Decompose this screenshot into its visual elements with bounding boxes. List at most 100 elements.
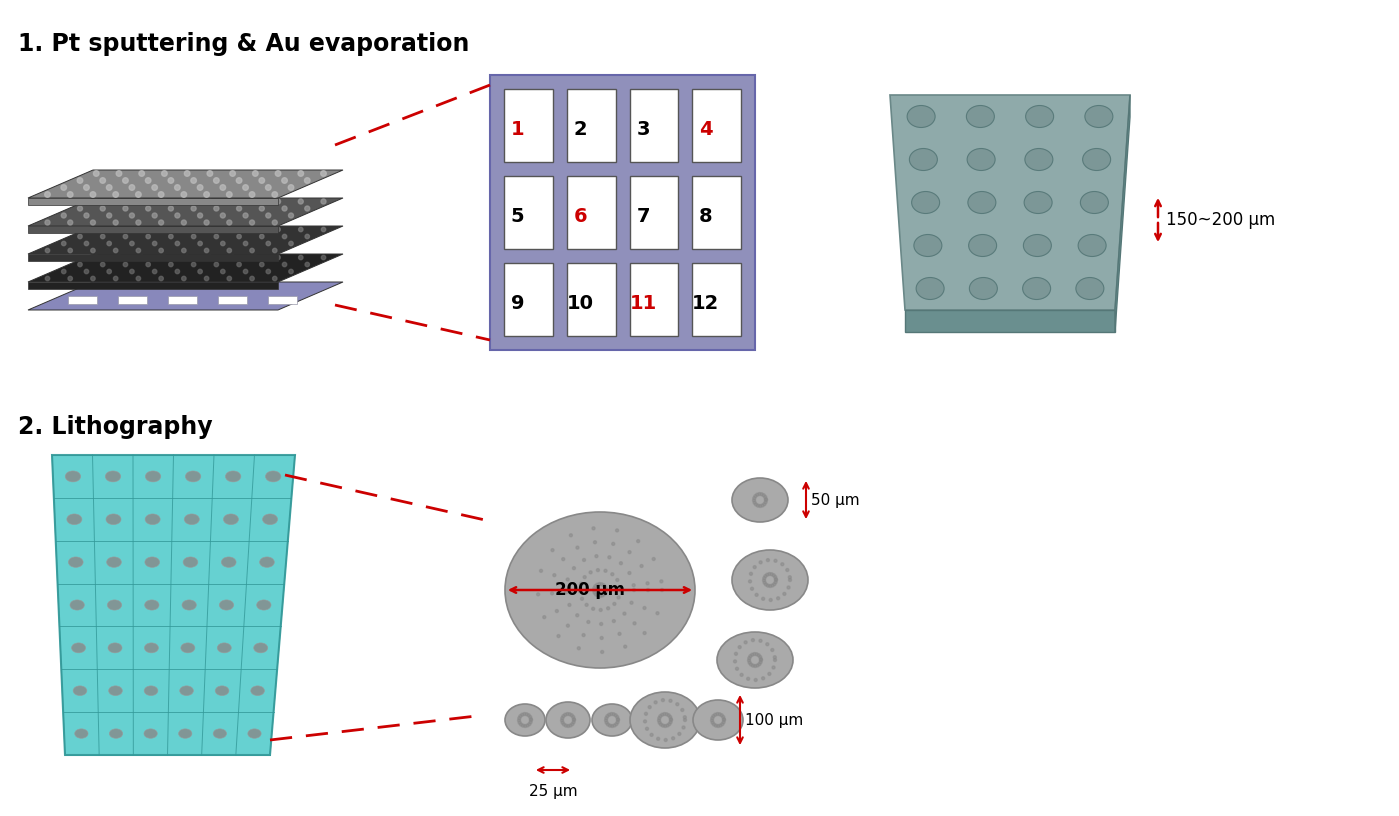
Circle shape bbox=[771, 584, 774, 587]
Circle shape bbox=[78, 262, 83, 267]
Circle shape bbox=[644, 606, 646, 610]
Circle shape bbox=[597, 583, 602, 586]
Circle shape bbox=[136, 192, 141, 197]
Circle shape bbox=[529, 719, 533, 721]
Circle shape bbox=[572, 717, 575, 721]
Circle shape bbox=[136, 277, 140, 281]
Circle shape bbox=[722, 717, 726, 721]
Circle shape bbox=[320, 171, 326, 176]
Bar bbox=[630, 89, 679, 162]
Circle shape bbox=[152, 213, 157, 218]
Circle shape bbox=[139, 171, 144, 176]
Circle shape bbox=[595, 555, 597, 557]
Circle shape bbox=[592, 527, 595, 530]
Circle shape bbox=[320, 199, 326, 204]
Circle shape bbox=[722, 719, 726, 721]
Circle shape bbox=[663, 712, 666, 716]
Text: 8: 8 bbox=[700, 206, 712, 226]
Circle shape bbox=[572, 716, 575, 719]
Text: 1. Pt sputtering & Au evaporation: 1. Pt sputtering & Au evaporation bbox=[18, 32, 470, 56]
Circle shape bbox=[253, 171, 259, 176]
Circle shape bbox=[669, 721, 672, 724]
Ellipse shape bbox=[73, 686, 87, 695]
Circle shape bbox=[711, 716, 713, 720]
Ellipse shape bbox=[145, 514, 159, 525]
Ellipse shape bbox=[106, 557, 122, 567]
Circle shape bbox=[276, 199, 281, 204]
Circle shape bbox=[288, 269, 294, 273]
Ellipse shape bbox=[1076, 277, 1104, 299]
Circle shape bbox=[585, 603, 588, 606]
Circle shape bbox=[767, 559, 769, 561]
Circle shape bbox=[764, 498, 768, 501]
Circle shape bbox=[659, 715, 662, 717]
Circle shape bbox=[175, 269, 179, 273]
Circle shape bbox=[572, 721, 575, 724]
Circle shape bbox=[758, 663, 761, 666]
Circle shape bbox=[130, 242, 134, 246]
Ellipse shape bbox=[1025, 149, 1053, 171]
Circle shape bbox=[748, 661, 751, 664]
Circle shape bbox=[753, 499, 755, 502]
Circle shape bbox=[562, 723, 565, 726]
Circle shape bbox=[646, 588, 649, 592]
Circle shape bbox=[747, 659, 750, 662]
Circle shape bbox=[276, 228, 280, 232]
Circle shape bbox=[600, 636, 603, 640]
Ellipse shape bbox=[225, 471, 241, 482]
Circle shape bbox=[229, 171, 235, 176]
Circle shape bbox=[768, 672, 771, 676]
Circle shape bbox=[614, 714, 617, 716]
Circle shape bbox=[106, 269, 112, 273]
Circle shape bbox=[553, 574, 555, 577]
Bar bbox=[693, 176, 741, 249]
Circle shape bbox=[116, 171, 122, 176]
Circle shape bbox=[523, 725, 526, 728]
Circle shape bbox=[611, 543, 614, 545]
Ellipse shape bbox=[1024, 192, 1052, 214]
Circle shape bbox=[764, 495, 767, 499]
Circle shape bbox=[592, 607, 595, 610]
Ellipse shape bbox=[185, 514, 199, 525]
Circle shape bbox=[628, 571, 631, 574]
Circle shape bbox=[762, 494, 765, 497]
Ellipse shape bbox=[1025, 105, 1053, 127]
Bar bbox=[630, 263, 679, 336]
Circle shape bbox=[565, 591, 568, 594]
Text: 200 μm: 200 μm bbox=[555, 581, 625, 599]
Circle shape bbox=[616, 579, 618, 582]
Ellipse shape bbox=[108, 600, 122, 610]
Polygon shape bbox=[218, 296, 246, 304]
Polygon shape bbox=[28, 198, 343, 226]
Circle shape bbox=[765, 573, 768, 576]
Circle shape bbox=[607, 607, 610, 610]
Circle shape bbox=[298, 199, 304, 204]
Ellipse shape bbox=[74, 729, 88, 738]
Circle shape bbox=[616, 529, 618, 532]
Circle shape bbox=[250, 277, 255, 281]
Circle shape bbox=[747, 677, 750, 681]
Circle shape bbox=[537, 593, 540, 596]
Circle shape bbox=[646, 582, 649, 585]
Polygon shape bbox=[28, 170, 343, 198]
Ellipse shape bbox=[144, 600, 159, 610]
Ellipse shape bbox=[182, 600, 196, 610]
Circle shape bbox=[595, 593, 597, 596]
Circle shape bbox=[529, 716, 532, 719]
Circle shape bbox=[158, 220, 164, 225]
Circle shape bbox=[197, 213, 203, 218]
Circle shape bbox=[276, 171, 281, 176]
Circle shape bbox=[624, 645, 627, 648]
Ellipse shape bbox=[105, 471, 120, 482]
Circle shape bbox=[298, 255, 304, 259]
Circle shape bbox=[551, 592, 554, 595]
Circle shape bbox=[617, 596, 620, 599]
Circle shape bbox=[604, 591, 607, 594]
Ellipse shape bbox=[179, 686, 193, 695]
Circle shape bbox=[571, 723, 574, 725]
Circle shape bbox=[755, 493, 758, 496]
Polygon shape bbox=[28, 282, 278, 289]
Circle shape bbox=[748, 657, 751, 659]
Circle shape bbox=[750, 663, 753, 666]
Circle shape bbox=[788, 576, 792, 579]
